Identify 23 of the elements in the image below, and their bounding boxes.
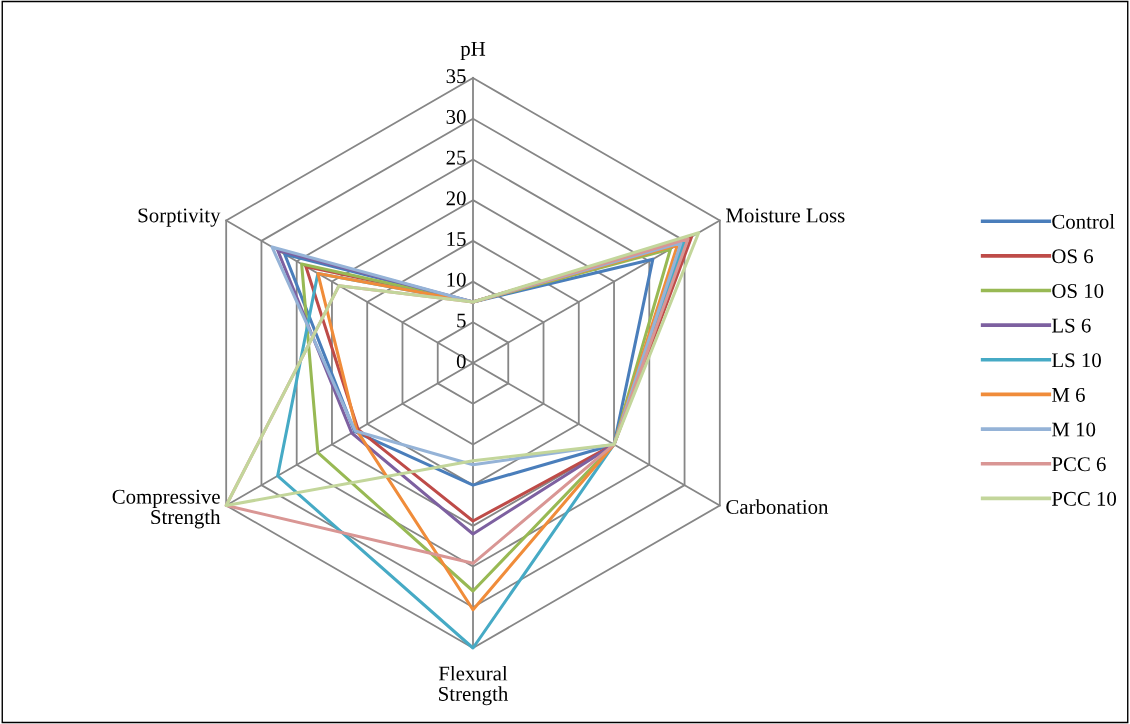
legend-label: PCC 10 xyxy=(1051,491,1117,506)
y-tick-label: 30 xyxy=(446,109,466,124)
y-tick-label: 25 xyxy=(446,150,466,165)
legend-label: LS 6 xyxy=(1051,318,1091,333)
spoke-label: Sorptivity xyxy=(138,208,221,227)
y-tick-label: 15 xyxy=(447,232,466,247)
y-tick-label: 5 xyxy=(457,313,466,328)
spoke-label: Flexural Strength xyxy=(438,665,509,706)
legend-label: PCC 6 xyxy=(1051,457,1106,472)
y-tick-label: 10 xyxy=(447,272,466,287)
y-tick-label: 20 xyxy=(446,191,466,206)
legend-label: M 10 xyxy=(1051,422,1096,437)
legend-label: M 6 xyxy=(1051,387,1085,402)
y-tick-label: 35 xyxy=(446,69,466,84)
legend-label: OS 10 xyxy=(1052,283,1104,298)
spoke-label: Carbonation xyxy=(726,499,829,514)
legend-label: Control xyxy=(1052,214,1115,229)
spoke-label: Compressive Strength xyxy=(112,489,221,529)
spoke-label: pH xyxy=(460,42,486,61)
legend-label: OS 6 xyxy=(1052,249,1094,264)
legend-label: LS 10 xyxy=(1051,353,1101,368)
y-tick-label: 0 xyxy=(456,354,466,369)
spoke-label: Moisture Loss xyxy=(726,208,845,223)
